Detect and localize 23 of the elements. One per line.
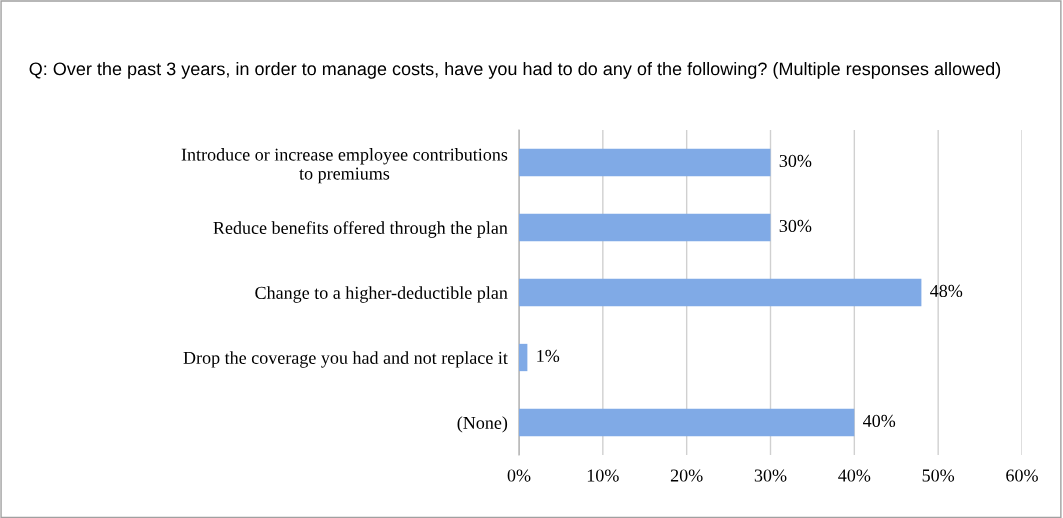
x-tick-label: 30% (754, 469, 787, 482)
chart-title: Q: Over the past 3 years, in order to manage costs, have you had to do any of the following? (Multiple responses allowed) (29, 62, 1001, 79)
bar (519, 278, 922, 307)
x-tick-label: 40% (838, 469, 871, 482)
bar (519, 408, 855, 437)
x-tick-label: 20% (670, 469, 703, 482)
x-tick-label: 0% (507, 469, 531, 482)
bar (519, 343, 528, 372)
data-label: 1% (537, 349, 560, 363)
data-label: 30% (779, 219, 812, 233)
y-tick-label: Change to a higher-deductible plan (255, 286, 508, 303)
y-tick-label: Drop the coverage you had and not replace it (183, 351, 508, 368)
x-tick-label: 50% (922, 469, 955, 482)
data-label: 48% (930, 284, 963, 298)
y-tick-label: Reduce benefits offered through the plan (213, 221, 508, 238)
y-tick-label: Introduce or increase employee contributions to premiums (181, 148, 508, 184)
bar (519, 213, 771, 242)
y-tick-label: (None) (457, 416, 508, 433)
x-tick-label: 10% (587, 469, 619, 482)
data-label: 40% (863, 414, 896, 428)
data-label: 30% (779, 154, 812, 168)
x-tick-label: 60% (1006, 469, 1038, 482)
bar (519, 148, 771, 177)
